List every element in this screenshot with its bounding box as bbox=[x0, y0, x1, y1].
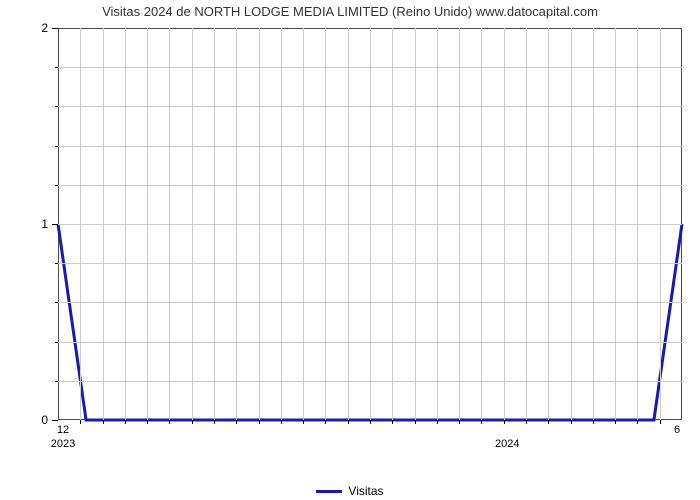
x-minor-tick bbox=[325, 420, 326, 424]
y-minor-tick bbox=[55, 185, 58, 186]
grid-line-v bbox=[281, 28, 282, 420]
grid-line-v bbox=[103, 28, 104, 420]
x-minor-tick bbox=[637, 420, 638, 424]
grid-line-v bbox=[526, 28, 527, 420]
grid-line-v bbox=[169, 28, 170, 420]
x-minor-tick bbox=[481, 420, 482, 424]
x-minor-tick bbox=[504, 420, 505, 424]
grid-line-v bbox=[214, 28, 215, 420]
legend: Visitas bbox=[0, 484, 700, 498]
y-minor-tick bbox=[55, 263, 58, 264]
grid-line-v bbox=[370, 28, 371, 420]
x-minor-tick bbox=[459, 420, 460, 424]
grid-line-v bbox=[192, 28, 193, 420]
grid-line-v bbox=[147, 28, 148, 420]
x-minor-tick bbox=[392, 420, 393, 424]
x-minor-tick bbox=[615, 420, 616, 424]
x-tick-label: 12 bbox=[57, 424, 69, 436]
x-tick-label: 6 bbox=[674, 424, 680, 436]
x-minor-tick bbox=[192, 420, 193, 424]
x-year-label: 2024 bbox=[495, 438, 519, 450]
grid-line-v bbox=[415, 28, 416, 420]
x-minor-tick bbox=[415, 420, 416, 424]
x-minor-tick bbox=[259, 420, 260, 424]
y-tick bbox=[52, 28, 58, 29]
x-minor-tick bbox=[169, 420, 170, 424]
grid-line-v bbox=[348, 28, 349, 420]
y-minor-tick bbox=[55, 342, 58, 343]
x-minor-tick bbox=[147, 420, 148, 424]
x-minor-tick bbox=[281, 420, 282, 424]
x-minor-tick bbox=[303, 420, 304, 424]
grid-line-v bbox=[303, 28, 304, 420]
y-minor-tick bbox=[55, 146, 58, 147]
x-minor-tick bbox=[660, 420, 661, 424]
y-tick-label: 1 bbox=[0, 217, 48, 231]
x-minor-tick bbox=[526, 420, 527, 424]
grid-line-v bbox=[236, 28, 237, 420]
grid-line-v bbox=[437, 28, 438, 420]
grid-line-v bbox=[392, 28, 393, 420]
grid-line-v bbox=[481, 28, 482, 420]
y-tick-label: 2 bbox=[0, 21, 48, 35]
x-minor-tick bbox=[125, 420, 126, 424]
x-minor-tick bbox=[571, 420, 572, 424]
legend-swatch bbox=[316, 490, 342, 493]
x-minor-tick bbox=[437, 420, 438, 424]
y-minor-tick bbox=[55, 302, 58, 303]
grid-line-v bbox=[593, 28, 594, 420]
x-year-label: 2023 bbox=[51, 438, 75, 450]
chart-svg bbox=[0, 0, 700, 500]
grid-line-v bbox=[325, 28, 326, 420]
grid-line-v bbox=[660, 28, 661, 420]
grid-line-v bbox=[259, 28, 260, 420]
x-minor-tick bbox=[593, 420, 594, 424]
grid-line-v bbox=[125, 28, 126, 420]
y-tick bbox=[52, 420, 58, 421]
x-minor-tick bbox=[103, 420, 104, 424]
x-minor-tick bbox=[214, 420, 215, 424]
grid-line-v bbox=[80, 28, 81, 420]
x-minor-tick bbox=[236, 420, 237, 424]
y-minor-tick bbox=[55, 67, 58, 68]
y-minor-tick bbox=[55, 106, 58, 107]
x-minor-tick bbox=[348, 420, 349, 424]
x-minor-tick bbox=[370, 420, 371, 424]
legend-label: Visitas bbox=[348, 484, 383, 498]
grid-line-v bbox=[459, 28, 460, 420]
grid-line-v bbox=[615, 28, 616, 420]
grid-line-v bbox=[571, 28, 572, 420]
x-minor-tick bbox=[80, 420, 81, 424]
x-minor-tick bbox=[548, 420, 549, 424]
y-tick-label: 0 bbox=[0, 413, 48, 427]
grid-line-v bbox=[504, 28, 505, 420]
grid-line-v bbox=[548, 28, 549, 420]
y-minor-tick bbox=[55, 381, 58, 382]
grid-line-v bbox=[637, 28, 638, 420]
